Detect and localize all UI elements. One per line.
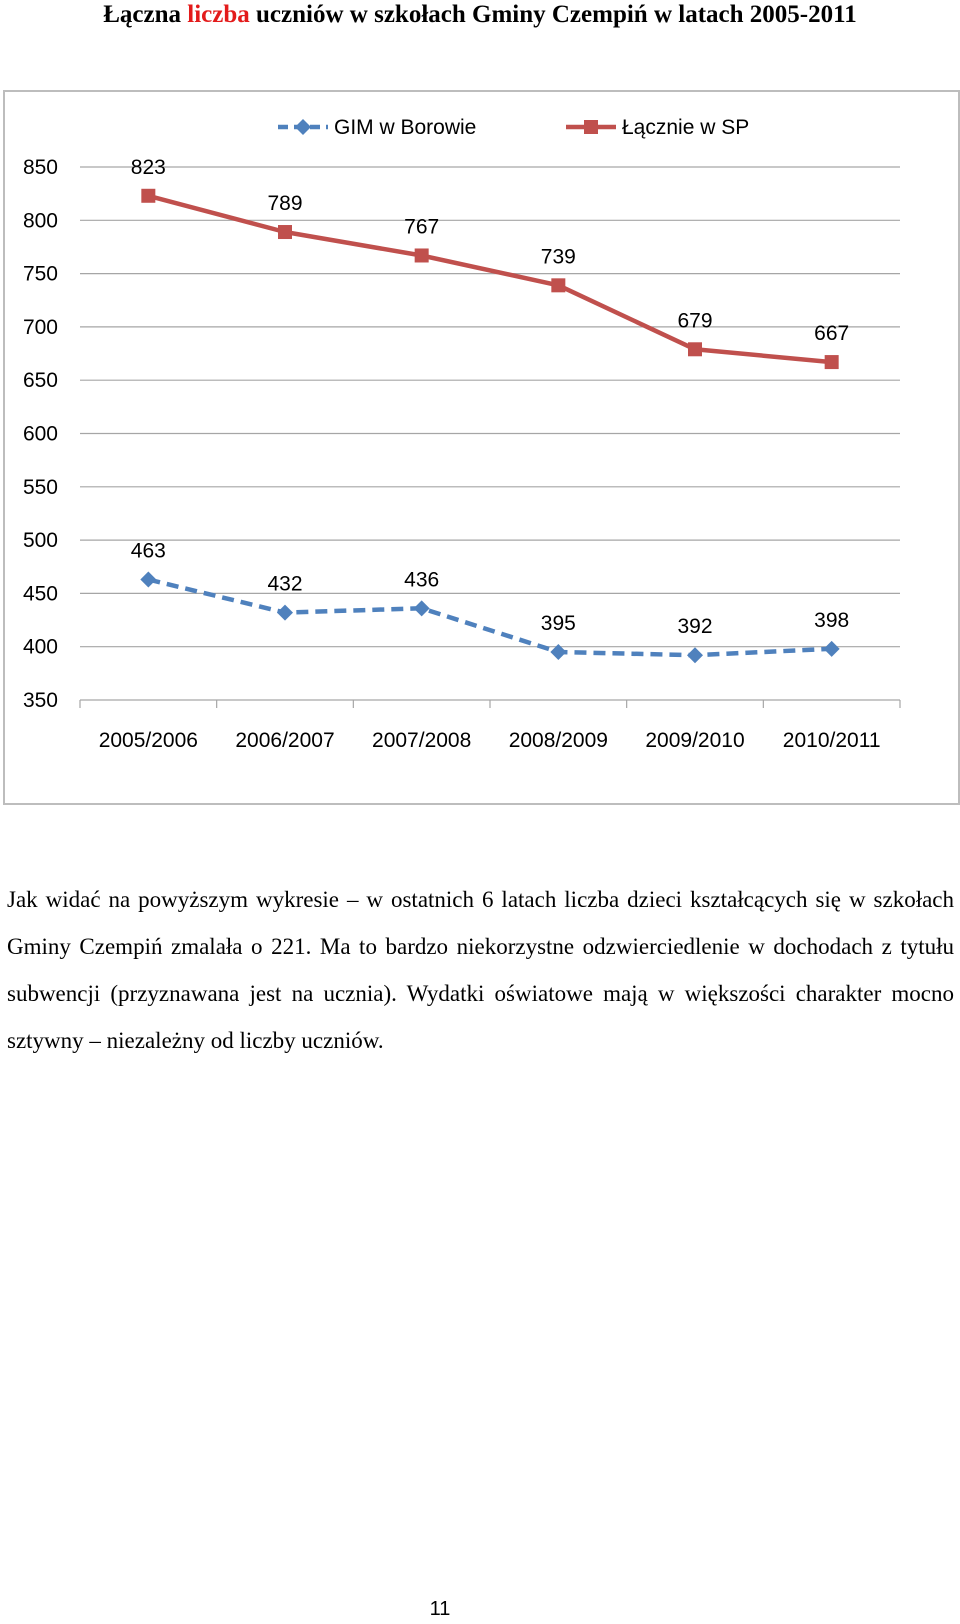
data-point-diamond xyxy=(687,647,703,664)
data-point-square xyxy=(688,342,702,357)
data-point-diamond xyxy=(413,600,430,617)
y-tick-label: 600 xyxy=(23,423,58,446)
y-tick-label: 850 xyxy=(23,156,58,179)
x-tick-label: 2009/2010 xyxy=(645,729,744,752)
title-highlight: liczba xyxy=(187,1,250,28)
data-point-square xyxy=(141,188,156,203)
y-tick-label: 700 xyxy=(23,316,58,339)
data-point-diamond xyxy=(550,644,567,661)
x-tick-label: 2008/2009 xyxy=(509,729,608,752)
x-tick-label: 2006/2007 xyxy=(235,729,334,752)
title-part-1: Łączna xyxy=(103,1,188,28)
x-tick-label: 2007/2008 xyxy=(372,729,471,752)
y-tick-label: 450 xyxy=(23,582,58,605)
chart-frame xyxy=(3,90,960,805)
y-tick-label: 800 xyxy=(23,209,58,232)
y-tick-label: 650 xyxy=(23,369,58,392)
data-label: 823 xyxy=(131,156,166,179)
data-point-diamond xyxy=(140,571,157,588)
data-label: 395 xyxy=(541,612,576,635)
y-tick-label: 750 xyxy=(23,263,58,286)
document-title: Łączna liczba uczniów w szkołach Gminy C… xyxy=(0,0,960,30)
data-point-square xyxy=(278,225,292,240)
series-line-1 xyxy=(147,193,832,365)
data-label: 679 xyxy=(677,309,712,332)
y-tick-label: 550 xyxy=(23,476,58,499)
series-line-0 xyxy=(147,577,832,658)
data-point-diamond xyxy=(277,604,293,621)
legend-label-0: GIM w Borowie xyxy=(334,116,476,139)
data-label: 392 xyxy=(677,615,712,638)
data-label: 739 xyxy=(541,245,576,268)
chart-svg: 350 400 450 500 550 600 650 700 750 800 850 2005/20… xyxy=(3,90,960,805)
legend-label-1: Łącznie w SP xyxy=(622,116,749,139)
y-tick-label: 350 xyxy=(23,689,58,712)
data-point-square xyxy=(551,278,566,293)
y-tick-label: 500 xyxy=(23,529,58,552)
data-label: 667 xyxy=(814,322,849,345)
data-point-diamond xyxy=(823,640,840,657)
data-label: 398 xyxy=(814,609,849,632)
data-point-square xyxy=(824,355,839,370)
data-label: 463 xyxy=(131,540,166,563)
title-part-3: uczniów w szkołach Gminy Czempiń w latac… xyxy=(249,1,857,28)
data-label: 432 xyxy=(267,573,302,596)
legend-marker-square xyxy=(584,120,598,134)
page-number: 11 xyxy=(429,1598,451,1620)
legend-marker-diamond xyxy=(295,119,311,135)
x-tick-label: 2005/2006 xyxy=(99,729,198,752)
data-label: 789 xyxy=(267,192,302,215)
data-label: 436 xyxy=(404,568,439,591)
y-tick-label: 400 xyxy=(23,636,58,659)
data-label: 767 xyxy=(404,215,439,238)
data-point-square xyxy=(414,248,429,263)
x-tick-label: 2010/2011 xyxy=(783,729,881,752)
body-paragraph: Jak widać na powyższym wykresie – w osta… xyxy=(7,887,954,1053)
chart: 350 400 450 500 550 600 650 700 750 800 850 2005/20… xyxy=(3,90,960,805)
